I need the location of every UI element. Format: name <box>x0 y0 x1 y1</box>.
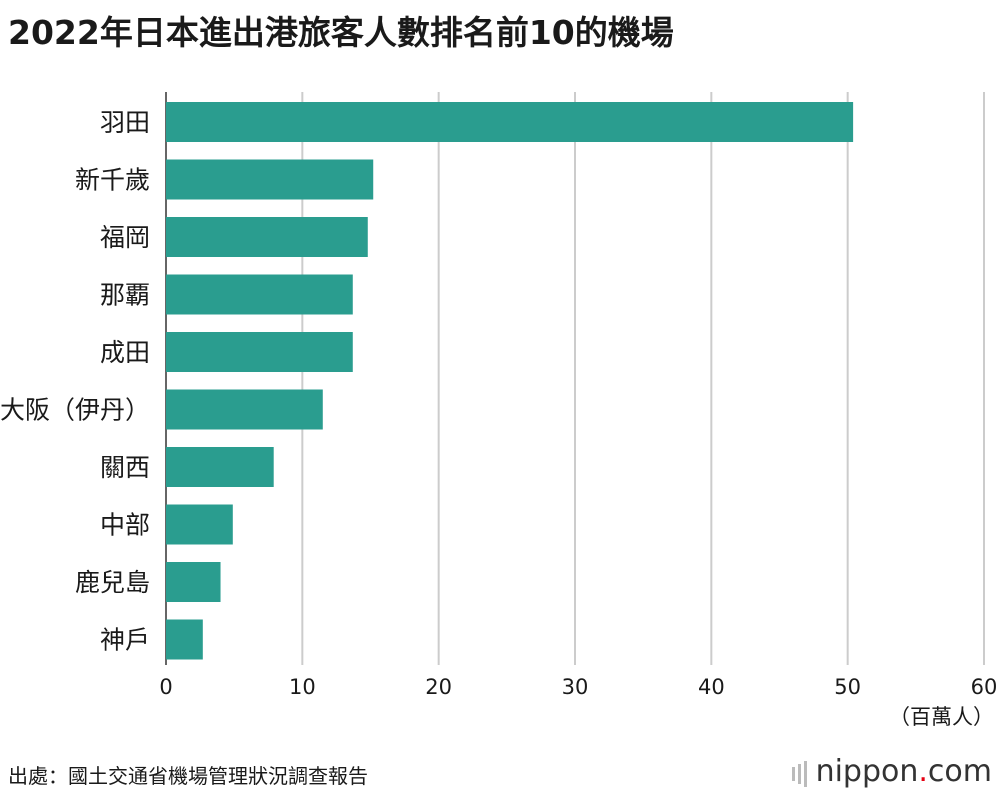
category-label: 羽田 <box>100 108 150 137</box>
category-label: 大阪（伊丹） <box>0 396 150 425</box>
x-tick-label: 30 <box>562 675 589 699</box>
logo-dot: . <box>918 754 928 789</box>
logo-text-main: nippon <box>815 754 919 789</box>
x-tick-label: 40 <box>698 675 725 699</box>
category-label: 福岡 <box>100 223 150 252</box>
category-label: 成田 <box>100 338 150 367</box>
x-tick-label: 50 <box>834 675 861 699</box>
nippon-logo: nippon.com <box>791 754 992 790</box>
x-unit-label: （百萬人） <box>889 705 994 729</box>
bar <box>166 389 323 430</box>
source-note: 出處：國土交通省機場管理狀況調查報告 <box>8 764 368 788</box>
bar <box>166 217 368 257</box>
category-label: 鹿兒島 <box>75 568 150 597</box>
bar <box>166 562 221 602</box>
category-label: 那覇 <box>100 281 150 310</box>
logo-bars-icon <box>791 755 810 790</box>
category-label: 神戶 <box>100 626 150 655</box>
x-tick-label: 20 <box>425 675 452 699</box>
bar <box>166 332 353 372</box>
category-label: 關西 <box>100 453 150 482</box>
chart-title: 2022年日本進出港旅客人數排名前10的機場 <box>8 13 674 52</box>
bar <box>166 159 374 200</box>
x-tick-label: 10 <box>289 675 316 699</box>
bar <box>166 619 203 660</box>
bar <box>166 274 353 315</box>
bar <box>166 447 274 487</box>
x-tick-label: 0 <box>159 675 172 699</box>
logo-text-tld: com <box>927 754 992 789</box>
bar <box>166 102 854 142</box>
x-tick-label: 60 <box>971 675 998 699</box>
category-label: 新千歲 <box>75 166 150 195</box>
category-label: 中部 <box>100 511 150 540</box>
bar <box>166 504 233 545</box>
